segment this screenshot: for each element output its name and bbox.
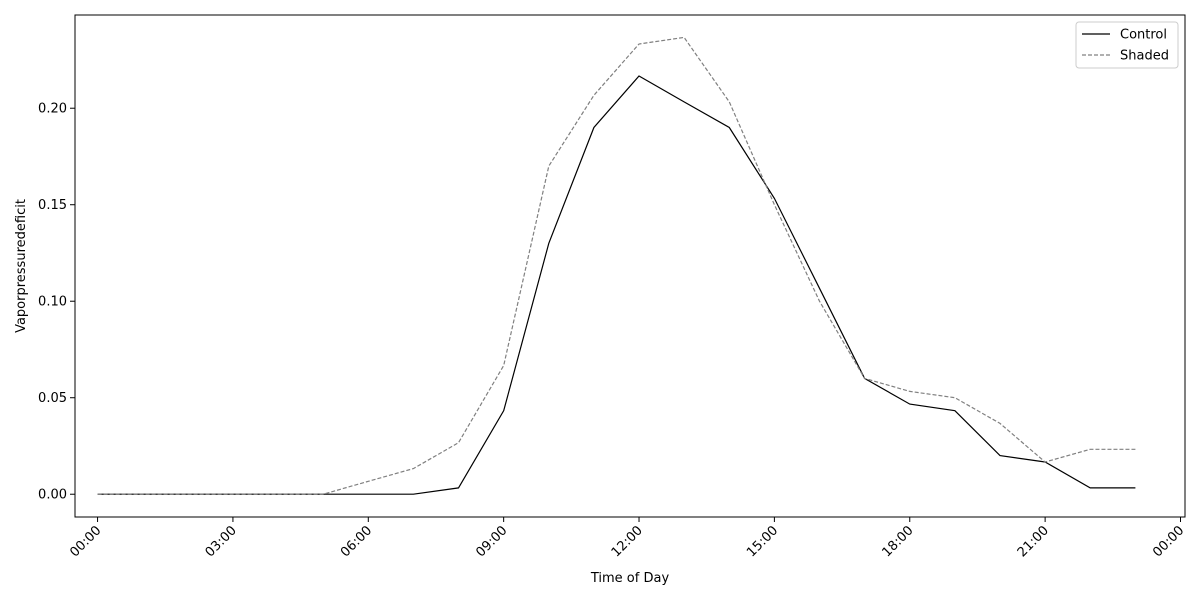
series-line-control	[97, 75, 1136, 495]
y-tick-label: 0.20	[38, 102, 67, 117]
y-tick-label: 0.10	[38, 295, 67, 310]
y-tick-label: 0.15	[38, 198, 67, 213]
plot-frame	[74, 14, 1186, 518]
legend: Control Shaded	[1075, 21, 1179, 69]
y-axis: 0.00 0.05 0.10 0.15 0.20	[38, 102, 75, 503]
series-line-shaded	[97, 36, 1136, 495]
y-tick-label: 0.00	[38, 488, 67, 503]
y-axis-label: Vaporpressuredeficit	[14, 199, 29, 333]
series-lines	[97, 36, 1136, 495]
legend-label-shaded: Shaded	[1120, 49, 1169, 64]
x-axis-label: Time of Day	[590, 571, 670, 586]
legend-label-control: Control	[1120, 28, 1167, 43]
y-tick-label: 0.05	[38, 391, 67, 406]
